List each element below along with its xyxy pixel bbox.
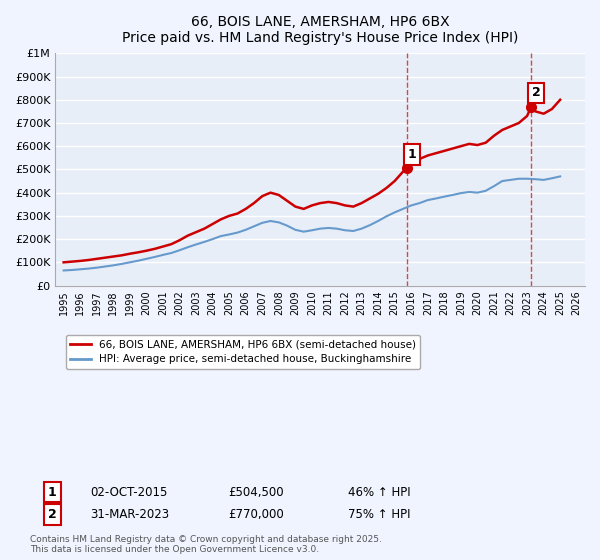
Text: 1: 1 (48, 486, 57, 498)
Text: 46% ↑ HPI: 46% ↑ HPI (348, 486, 410, 498)
Text: 2: 2 (48, 508, 57, 521)
Text: £770,000: £770,000 (228, 508, 284, 521)
Text: 31-MAR-2023: 31-MAR-2023 (90, 508, 169, 521)
Text: 75% ↑ HPI: 75% ↑ HPI (348, 508, 410, 521)
Text: 02-OCT-2015: 02-OCT-2015 (90, 486, 167, 498)
Title: 66, BOIS LANE, AMERSHAM, HP6 6BX
Price paid vs. HM Land Registry's House Price I: 66, BOIS LANE, AMERSHAM, HP6 6BX Price p… (122, 15, 518, 45)
Text: £504,500: £504,500 (228, 486, 284, 498)
Text: 2: 2 (532, 86, 541, 99)
Legend: 66, BOIS LANE, AMERSHAM, HP6 6BX (semi-detached house), HPI: Average price, semi: 66, BOIS LANE, AMERSHAM, HP6 6BX (semi-d… (66, 335, 421, 368)
Text: Contains HM Land Registry data © Crown copyright and database right 2025.
This d: Contains HM Land Registry data © Crown c… (30, 535, 382, 554)
Text: 1: 1 (407, 148, 416, 161)
